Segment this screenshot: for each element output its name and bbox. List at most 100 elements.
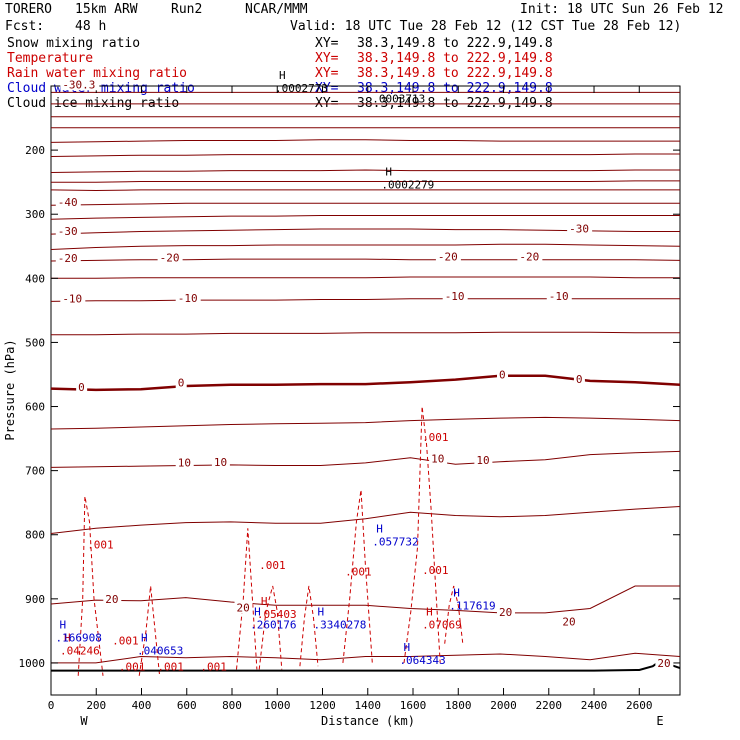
temp-label-4-bg <box>157 251 183 264</box>
rain-contour-2 <box>236 528 258 670</box>
temp-label-13: 0 <box>178 376 185 389</box>
temp-label-6: -20 <box>519 251 539 264</box>
temp-label-10: -10 <box>549 290 569 303</box>
temp-label-15-bg <box>573 373 585 386</box>
rain-label-8: .001 <box>112 635 139 648</box>
rain-label-7: .001 <box>200 660 227 673</box>
cloud-water-high-value-3: .3340278 <box>313 619 366 632</box>
temp-label-3: -20 <box>58 252 78 265</box>
temp-label-13-bg <box>175 376 187 389</box>
isotherm-19 <box>50 450 681 468</box>
model-name: TORERO <box>5 2 52 17</box>
plot-frame <box>50 85 681 696</box>
rain-high-value-1: .07069 <box>422 619 462 632</box>
isotherm-12 <box>50 243 681 250</box>
y-tick-label-2: 400 <box>25 272 45 285</box>
temp-label-18: 10 <box>431 453 444 466</box>
temp-label-22-bg <box>496 605 515 618</box>
x-tick-label-7: 1400 <box>355 699 382 712</box>
isotherm-21 <box>50 585 680 614</box>
temp-label-9: -10 <box>445 290 465 303</box>
rain-label-2: .001 <box>345 565 372 578</box>
temp-label-14-bg <box>496 368 508 381</box>
temp-label-6-bg <box>517 250 543 263</box>
cloud-water-high-value-0: .166908 <box>56 632 102 645</box>
temp-label-17: 10 <box>214 456 227 469</box>
isotherm-22 <box>51 652 681 664</box>
y-tick-label-0: 200 <box>25 144 45 157</box>
x-tick-label-4: 800 <box>222 699 242 712</box>
snow-high-value-2: .0003713 <box>372 92 425 105</box>
temp-label-21-bg <box>234 601 253 614</box>
temp-label-1-bg <box>55 196 81 209</box>
isotherm-10 <box>50 215 680 220</box>
isotherm-4 <box>50 139 680 143</box>
x-tick-label-2: 400 <box>132 699 152 712</box>
east-label: E <box>656 714 663 728</box>
field-snow: Snow mixing ratio <box>7 36 141 51</box>
resolution-label: 15km ARW <box>75 2 138 17</box>
temp-label-23-bg <box>560 615 579 628</box>
cloud-water-high-mark-5: H <box>403 641 410 654</box>
rain-contour-7 <box>444 585 464 644</box>
temp-label-12-bg <box>76 380 88 393</box>
temp-label-2-bg <box>55 225 81 238</box>
temp-label-19: 10 <box>476 454 489 467</box>
isotherm-16 <box>51 331 680 336</box>
x-tick-label-6: 1200 <box>309 699 336 712</box>
x-tick-label-13: 2600 <box>626 699 653 712</box>
rain-high-value-2: .04246 <box>60 644 100 657</box>
temp-label-5-bg <box>435 250 461 263</box>
rain-high-mark-0: H <box>261 595 268 608</box>
cloud-water-high-value-1: .040653 <box>137 644 183 657</box>
x-tick-label-8: 1600 <box>400 699 427 712</box>
rain-contour-4 <box>299 585 319 667</box>
snow-high-mark-1: H <box>385 165 392 178</box>
temp-label-23: 20 <box>562 615 575 628</box>
field-rain: Rain water mixing ratio <box>7 66 188 81</box>
temp-label-11: -30 <box>569 223 589 236</box>
y-tick-label-3: 500 <box>25 336 45 349</box>
temp-label-24-bg <box>655 657 674 670</box>
temp-label-7-bg <box>60 292 86 305</box>
isotherm-8 <box>50 189 680 192</box>
isotherm-13 <box>50 258 681 262</box>
xsec-temp-range: 38.3,149.8 to 222.9,149.8 <box>357 51 553 66</box>
snow-high-value-1: .0002279 <box>381 178 434 191</box>
temp-label-24: 20 <box>657 657 670 670</box>
rain-high-mark-2: H <box>64 631 71 644</box>
valid-time: Valid: 18 UTC Tue 28 Feb 12 (12 CST Tue … <box>290 19 682 34</box>
x-tick-label-11: 2200 <box>536 699 563 712</box>
temp-label-19-bg <box>474 453 493 466</box>
cloud-water-high-mark-1: H <box>141 631 148 644</box>
cloud-water-high-value-5: .064343 <box>399 654 445 667</box>
temp-label-22: 20 <box>499 606 512 619</box>
xsec-rain-label: XY= <box>315 66 339 81</box>
fcst-value: 48 h <box>75 19 107 34</box>
rain-label-3: .001 <box>422 431 449 444</box>
x-tick-label-0: 0 <box>48 699 55 712</box>
temp-label-11-bg <box>567 222 593 235</box>
isotherm-18 <box>50 416 681 430</box>
temp-label-9-bg <box>442 289 468 302</box>
rain-high-mark-1: H <box>426 606 433 619</box>
cloud-water-high-mark-6: H <box>453 586 460 599</box>
y-tick-label-4: 600 <box>25 401 45 414</box>
rain-label-0: .001 <box>87 539 114 552</box>
rain-contour-6 <box>403 406 441 663</box>
x-tick-label-5: 1000 <box>264 699 291 712</box>
y-tick-label-8: 1000 <box>19 657 46 670</box>
isotherm-17 <box>50 374 681 392</box>
isotherm-15 <box>50 298 680 302</box>
contour-labels: -30.3 -40 -30 -20 -20 -20 -20 -10 -10 -10 -10 -30 0 0… <box>56 69 674 673</box>
temp-label-4: -20 <box>160 251 180 264</box>
temp-label-7: -10 <box>62 292 82 305</box>
rain-contour-3 <box>258 585 283 670</box>
y-axis-title: Pressure (hPa) <box>3 339 17 440</box>
temp-label-2: -30 <box>58 225 78 238</box>
cloud-water-high-value-2: .260176 <box>250 619 296 632</box>
temp-label-0-bg <box>60 78 100 91</box>
temp-label-5: -20 <box>438 251 458 264</box>
